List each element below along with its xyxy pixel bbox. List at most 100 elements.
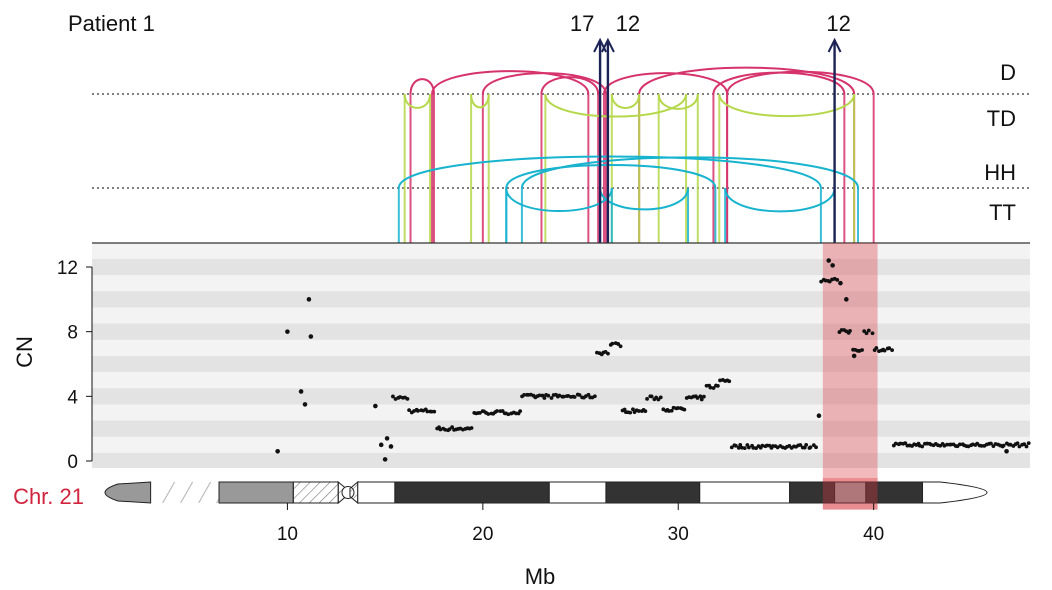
cn-point: [586, 392, 591, 397]
cn-point: [415, 408, 420, 413]
grid-band: [92, 323, 1030, 340]
cn-point: [890, 348, 894, 352]
x-tick-label: 20: [472, 524, 493, 545]
x-tick-label: 10: [277, 524, 298, 545]
cn-point: [382, 457, 388, 462]
cn-point: [1024, 444, 1029, 449]
cn-point: [671, 405, 676, 410]
cn-point: [729, 445, 734, 450]
cn-point: [945, 442, 949, 447]
cn-point: [682, 407, 687, 412]
cn-point: [804, 442, 809, 447]
cn-point: [557, 393, 562, 398]
sv-arc: [638, 66, 856, 95]
ideogram-band: [292, 481, 339, 504]
cn-point: [860, 348, 864, 352]
cn-point: [1026, 441, 1031, 446]
sv-arc: [602, 72, 729, 95]
cn-point: [425, 409, 430, 414]
cn-point: [887, 346, 892, 351]
cn-point: [718, 378, 722, 383]
sv-arc: [657, 93, 699, 110]
cn-point: [701, 394, 706, 399]
cn-point: [378, 442, 384, 448]
ideogram-gap: [198, 481, 212, 504]
sv-arc: [540, 76, 600, 95]
ideogram-band: [548, 481, 607, 504]
cn-point: [302, 402, 308, 407]
cn-point: [866, 328, 871, 333]
x-tick-label: 30: [668, 524, 689, 545]
cn-point: [506, 412, 511, 417]
sv-arc: [397, 155, 822, 189]
sv-arc: [431, 70, 590, 95]
cn-point: [699, 397, 704, 402]
cn-point: [285, 329, 290, 334]
sv-arc: [409, 78, 435, 95]
cn-point: [738, 443, 743, 447]
cn-point: [518, 409, 523, 413]
cn-point: [798, 443, 803, 447]
cn-point: [447, 427, 452, 432]
cn-point: [835, 277, 840, 282]
sv-arc: [520, 156, 860, 189]
cn-point: [989, 441, 993, 446]
cn-point: [1008, 442, 1013, 447]
cn-point: [443, 427, 448, 432]
cn-point: [643, 409, 648, 414]
cn-point: [979, 443, 984, 448]
cn-point: [808, 445, 813, 450]
cn-point: [606, 351, 610, 356]
cn-point: [746, 445, 751, 450]
cn-point: [658, 395, 663, 400]
cn-point: [577, 393, 582, 397]
cn-point: [628, 410, 633, 415]
cn-point: [478, 410, 482, 415]
sv-arc: [718, 93, 856, 118]
cn-point: [298, 389, 304, 394]
sv-arc: [610, 93, 641, 109]
ideogram-band: [699, 481, 791, 504]
cn-point: [275, 449, 280, 454]
cn-point: [864, 331, 869, 336]
cn-point: [407, 408, 411, 413]
cn-point: [636, 409, 641, 413]
ideogram-band: [218, 481, 294, 504]
ideogram-band: [394, 481, 550, 504]
sv-arc: [724, 187, 836, 213]
ideogram-band: [357, 481, 396, 504]
x-axis-label: Mb: [525, 564, 556, 589]
y-tick-label: 4: [67, 387, 78, 408]
copy-number-panel: 0 4 8 12: [57, 242, 1031, 510]
sv-arc: [505, 164, 717, 189]
grid-band: [92, 258, 1030, 276]
cn-point: [306, 297, 312, 302]
highlight-region: [822, 243, 878, 510]
ideogram-gap: [162, 481, 176, 504]
chart-title: Patient 1: [68, 11, 155, 36]
cn-point: [1004, 449, 1009, 454]
cn-point: [814, 445, 818, 450]
chromosome-label: Chr. 21: [13, 484, 84, 509]
cn-point: [592, 394, 597, 399]
grid-band: [92, 355, 1030, 373]
cn-point: [561, 394, 566, 399]
cn-point: [388, 444, 394, 449]
cn-point: [874, 346, 879, 350]
y-tick-label: 0: [67, 452, 78, 473]
cn-point: [830, 263, 835, 268]
ideogram-band: [922, 481, 988, 504]
cn-point: [802, 445, 807, 450]
cn-point: [848, 328, 852, 333]
cn-point: [429, 409, 434, 414]
cn-point: [920, 444, 925, 449]
cn-point: [669, 408, 674, 413]
grid-band: [92, 291, 1030, 308]
ideogram-band: [605, 481, 701, 504]
grid-band: [92, 452, 1030, 468]
y-tick-label: 8: [67, 323, 78, 344]
cn-point: [405, 396, 410, 401]
cn-point: [742, 446, 747, 451]
translocation-partner-label: 12: [826, 11, 850, 36]
